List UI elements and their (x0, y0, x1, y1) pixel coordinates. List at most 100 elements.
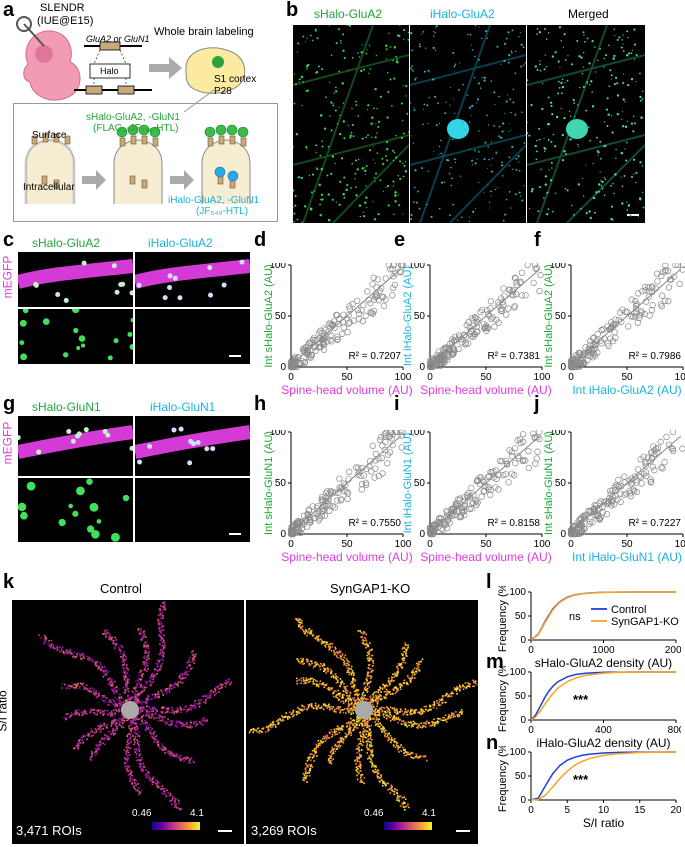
roi-dot (129, 722, 132, 725)
punctum (423, 103, 426, 106)
roi-dot (94, 747, 97, 750)
roi-dot (162, 749, 164, 752)
roi-dot (329, 732, 331, 735)
roi-dot (94, 663, 96, 666)
roi-dot (120, 718, 123, 721)
roi-dot (109, 684, 112, 687)
roi-dot (359, 763, 362, 766)
scatter-point (595, 514, 603, 521)
roi-dot (397, 721, 399, 724)
roi-dot (350, 726, 352, 729)
roi-dot (327, 737, 330, 739)
roi-dot (328, 731, 331, 734)
punctum (620, 151, 624, 155)
roi-dot (423, 725, 425, 727)
scatter-point (665, 298, 672, 305)
roi-dot (338, 731, 341, 734)
punctum (432, 30, 434, 33)
roi-dot (361, 723, 364, 726)
roi-dot (183, 725, 186, 727)
roi-dot (132, 718, 135, 721)
roi-dot (170, 751, 172, 754)
roi-dot (95, 713, 98, 716)
roi-dot (390, 739, 393, 741)
roi-dot (177, 720, 180, 723)
roi-dot (193, 704, 196, 707)
roi-dot (81, 653, 83, 656)
roi-dot (95, 747, 98, 750)
x-axis-label: Spine-head volume (AU) (420, 550, 551, 564)
roi-dot (168, 795, 171, 797)
roi-dot (371, 717, 374, 720)
roi-dot (314, 752, 317, 754)
punctum (621, 202, 624, 205)
punctum (464, 128, 466, 130)
roi-dot (160, 633, 163, 636)
roi-dot (359, 737, 361, 740)
y-axis-label: Int sHalo-GluN1 (AU) (543, 431, 555, 535)
scatter-point (302, 343, 309, 351)
punctum (306, 64, 308, 67)
roi-dot (127, 694, 129, 697)
panel-k-title-control: Control (100, 581, 142, 596)
roi-dot (433, 718, 435, 721)
scatter-point (329, 488, 336, 496)
roi-dot (176, 706, 179, 709)
roi-dot (359, 762, 362, 765)
punctum (375, 123, 377, 125)
scatter-point (346, 468, 353, 476)
roi-dot (97, 727, 100, 730)
roi-dot (135, 700, 138, 703)
roi-dot (384, 782, 387, 785)
roi-dot (192, 656, 195, 659)
punctum (451, 138, 454, 141)
roi-dot (315, 751, 317, 753)
roi-dot (215, 692, 218, 695)
roi-dot (142, 714, 145, 717)
scatter-point (511, 472, 518, 479)
roi-dot (185, 711, 188, 713)
roi-dot (116, 719, 119, 721)
roi-dot (191, 760, 194, 763)
roi-dot (133, 726, 136, 729)
roi-dot (144, 668, 146, 670)
punctum (530, 190, 533, 193)
scatter-point (583, 511, 590, 518)
roi-dot (371, 761, 373, 764)
roi-dot (171, 799, 173, 801)
roi-dot (161, 624, 163, 626)
scatter-point (449, 351, 456, 358)
roi-dot (366, 723, 368, 725)
punctum (385, 48, 388, 51)
punctum (419, 45, 421, 48)
roi-dot (193, 655, 195, 657)
roi-dot (97, 667, 100, 670)
roi-dot (403, 749, 405, 752)
roi-dot (206, 695, 208, 698)
scatter-point (318, 512, 325, 520)
roi-dot (128, 694, 130, 697)
roi-dot (131, 696, 134, 699)
roi-dot (166, 691, 168, 693)
roi-dot (193, 721, 196, 723)
punctum (352, 135, 355, 138)
roi-dot (169, 754, 171, 757)
punctum (297, 176, 299, 178)
roi-dot (147, 662, 149, 664)
roi-dot (97, 748, 100, 751)
roi-dot (418, 723, 421, 726)
roi-dot (158, 627, 160, 629)
roi-dot (357, 719, 360, 722)
scatter-point (509, 288, 516, 295)
roi-dot (121, 646, 124, 649)
roi-dot (119, 693, 121, 696)
punctum (19, 319, 27, 327)
x-tick-label: 50 (341, 539, 353, 550)
roi-dot (317, 743, 320, 745)
roi-dot (116, 686, 118, 688)
punctum (411, 68, 414, 71)
roi-dot (390, 784, 393, 787)
scatter-point (614, 482, 621, 490)
punctum (610, 74, 613, 77)
